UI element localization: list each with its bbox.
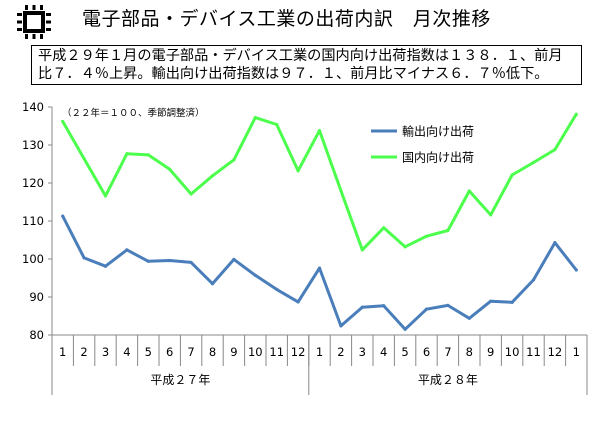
data-point — [317, 266, 322, 270]
data-point — [146, 153, 150, 157]
data-point — [446, 303, 450, 307]
data-point — [446, 228, 450, 233]
data-point — [296, 300, 300, 304]
data-point — [317, 128, 322, 133]
data-point — [61, 119, 65, 124]
data-point — [296, 169, 300, 173]
legend-label: 輸出向け出荷 — [402, 124, 474, 139]
x-tick-label: 6 — [166, 345, 173, 359]
data-point — [360, 305, 364, 309]
data-point — [210, 282, 215, 286]
x-tick-label: 3 — [359, 345, 366, 359]
x-tick-label: 4 — [123, 345, 130, 359]
x-tick-label: 9 — [230, 345, 237, 359]
data-point — [189, 260, 193, 265]
y-tick-label: 120 — [22, 176, 44, 190]
data-point — [382, 226, 386, 230]
x-tick-label: 8 — [466, 345, 473, 359]
data-point — [489, 213, 493, 217]
data-point — [125, 248, 129, 252]
data-point — [489, 299, 493, 303]
y-tick-label: 100 — [22, 252, 44, 266]
x-tick-label: 9 — [487, 345, 494, 359]
data-point — [275, 122, 279, 127]
data-point — [553, 147, 557, 152]
data-point — [61, 214, 65, 218]
x-tick-label: 1 — [59, 345, 66, 359]
y-tick-label: 110 — [22, 214, 44, 228]
data-point — [146, 259, 150, 263]
data-point — [125, 152, 129, 156]
x-tick-label: 2 — [337, 345, 344, 359]
data-point — [403, 245, 407, 249]
x-group-label: 平成２７年 — [150, 373, 210, 387]
data-point — [424, 307, 429, 311]
data-point — [360, 248, 364, 252]
x-tick-label: 4 — [380, 345, 387, 359]
data-point — [339, 324, 343, 328]
x-tick-label: 1 — [316, 345, 323, 359]
page-title: 電子部品・デバイス工業の出荷内訳 月次推移 — [82, 8, 491, 30]
data-point — [168, 258, 172, 263]
data-point — [103, 194, 108, 198]
data-point — [574, 268, 578, 272]
data-point — [467, 189, 471, 193]
series-line-1 — [61, 215, 578, 331]
x-tick-label: 10 — [505, 345, 520, 359]
data-point — [103, 264, 108, 268]
data-point — [253, 273, 257, 277]
data-point — [82, 157, 86, 161]
data-point — [574, 112, 578, 116]
data-point — [510, 300, 514, 304]
data-point — [403, 327, 407, 331]
data-point — [531, 160, 536, 165]
legend-label: 国内向け出荷 — [402, 150, 474, 165]
x-tick-label: 8 — [209, 345, 216, 359]
data-point — [189, 192, 193, 196]
y-tick-label: 130 — [22, 138, 44, 152]
x-tick-label: 3 — [102, 345, 109, 359]
data-point — [510, 173, 514, 177]
x-tick-label: 6 — [423, 345, 430, 359]
x-tick-label: 12 — [548, 345, 563, 359]
x-group-label: 平成２８年 — [418, 373, 478, 387]
x-tick-label: 11 — [526, 345, 541, 359]
x-tick-label: 5 — [401, 345, 408, 359]
y-tick-label: 140 — [22, 100, 44, 114]
data-point — [168, 167, 172, 171]
x-tick-label: 7 — [444, 345, 451, 359]
data-point — [253, 116, 257, 120]
data-point — [531, 278, 536, 282]
data-point — [210, 174, 215, 178]
microchip-icon — [17, 5, 51, 39]
data-point — [382, 304, 386, 308]
x-tick-label: 1 — [573, 345, 580, 359]
x-tick-label: 5 — [145, 345, 152, 359]
data-point — [553, 241, 557, 245]
data-point — [232, 158, 236, 162]
data-point — [424, 234, 429, 238]
data-point — [339, 189, 343, 193]
y-tick-label: 80 — [29, 328, 44, 342]
data-point — [232, 257, 236, 261]
x-tick-label: 2 — [80, 345, 87, 359]
chart-note: （２２年＝１００、季節調整済） — [62, 107, 205, 119]
data-point — [275, 287, 279, 291]
x-tick-label: 12 — [291, 345, 306, 359]
data-point — [82, 256, 86, 260]
summary-box: 平成２９年１月の電子部品・デバイス工業の国内向け出荷指数は１３８．１、前月比７．… — [31, 45, 582, 85]
y-tick-label: 90 — [29, 290, 44, 304]
x-tick-label: 7 — [187, 345, 194, 359]
series-line-2 — [61, 113, 578, 252]
x-tick-label: 11 — [269, 345, 284, 359]
x-tick-label: 10 — [248, 345, 263, 359]
data-point — [467, 316, 471, 320]
